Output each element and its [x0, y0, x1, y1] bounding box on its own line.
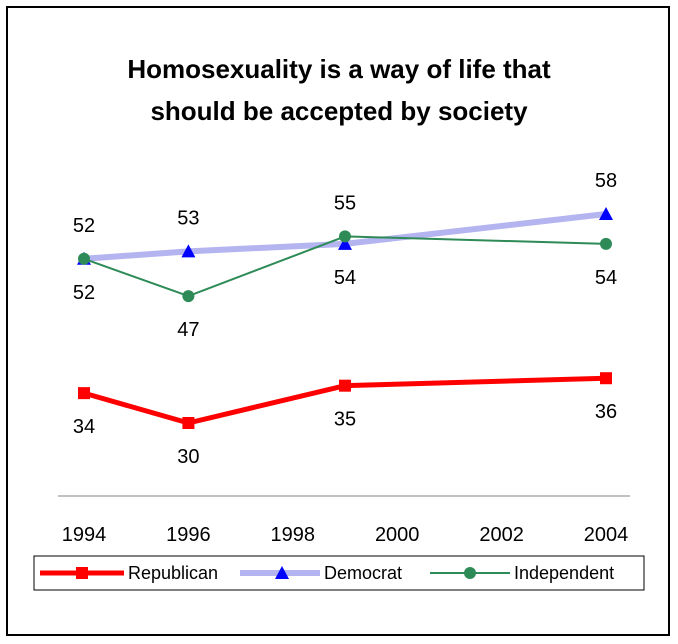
data-point-republican-marker: [182, 417, 195, 429]
data-label-republican: 35: [334, 409, 356, 431]
data-point-republican-marker: [78, 387, 90, 400]
legend-box: [33, 555, 645, 591]
x-tick-label: 2002: [479, 524, 524, 546]
data-label-republican: 34: [73, 416, 95, 438]
data-point-democrat-marker: [181, 244, 196, 258]
legend-democrat-marker: [275, 566, 289, 579]
chart-title-line-1: Homosexuality is a way of life that: [127, 54, 551, 84]
data-point-independent-marker: [182, 290, 195, 303]
data-label-democrat: 54: [334, 267, 356, 289]
data-point-independent-marker: [78, 252, 90, 265]
data-label-independent: 47: [177, 319, 199, 341]
legend-republican-marker: [76, 567, 88, 579]
data-label-independent: 55: [334, 192, 356, 214]
legend-item-democrat: Democrat: [240, 563, 402, 583]
x-tick-label: 1996: [166, 524, 211, 546]
chart-title-line-2: should be accepted by society: [150, 96, 528, 126]
legend-independent-marker: [464, 567, 476, 579]
data-labels: 34 30 35 36 52 53 54 58 52 47 55 54: [73, 170, 617, 468]
legend-item-independent: Independent: [430, 563, 614, 583]
x-tick-label: 2004: [584, 524, 629, 546]
data-label-republican: 30: [177, 446, 199, 468]
legend-label-democrat: Democrat: [324, 563, 402, 583]
data-label-democrat: 58: [595, 170, 617, 192]
legend-label-republican: Republican: [128, 563, 218, 583]
data-point-democrat-marker: [338, 236, 352, 250]
legend: Republican Democrat Independent: [33, 555, 645, 591]
x-axis-ticks: 1994 1996 1998 2000 2002 2004: [62, 524, 629, 546]
x-tick-label: 1994: [62, 524, 107, 546]
data-label-democrat: 53: [177, 207, 199, 229]
data-label-independent: 52: [73, 282, 95, 304]
x-tick-label: 1998: [271, 524, 316, 546]
series-independent: [78, 230, 612, 303]
x-tick-label: 2000: [375, 524, 420, 546]
data-point-republican-marker: [600, 372, 612, 385]
legend-label-independent: Independent: [514, 563, 614, 583]
data-point-independent-marker: [600, 237, 612, 250]
series-line-independent: [83, 235, 607, 298]
data-point-republican-marker: [339, 379, 351, 392]
series-line-republican: [83, 375, 607, 426]
series-republican: [78, 372, 612, 429]
data-label-republican: 36: [595, 401, 617, 423]
chart-title: Homosexuality is a way of life that shou…: [127, 54, 551, 126]
data-label-independent: 54: [595, 267, 617, 289]
chart-frame: [6, 6, 670, 636]
series-lines: [77, 207, 613, 429]
series-line-democrat: [83, 211, 607, 262]
legend-item-republican: Republican: [40, 563, 218, 583]
data-label-democrat: 52: [73, 215, 95, 237]
data-point-democrat-marker: [599, 207, 613, 220]
data-point-independent-marker: [339, 230, 351, 243]
